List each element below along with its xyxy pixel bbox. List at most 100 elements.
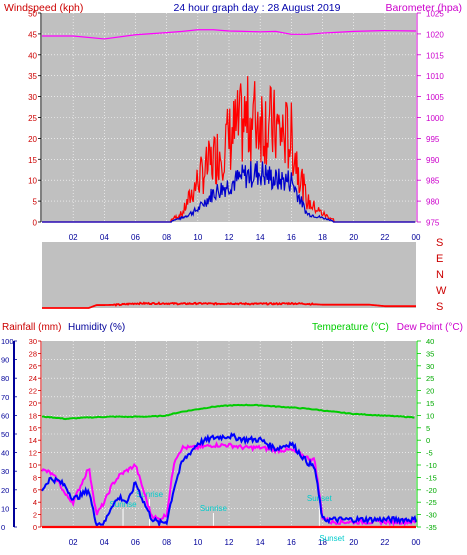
sun-annotation-label: Sunrise (109, 500, 137, 509)
humidity-tick-label: 50 (1, 430, 9, 439)
temperature-tick-label: -15 (426, 473, 437, 482)
temperature-tick-label: 0 (426, 436, 430, 445)
sun-annotation-label: Sunset (319, 534, 345, 543)
humidity-tick-label: 90 (1, 356, 9, 365)
temperature-tick-label: -10 (426, 461, 437, 470)
wind-hour-tick-label: 12 (225, 233, 234, 242)
direction-line (42, 301, 416, 309)
wind-right-tick-label: 1010 (426, 72, 444, 81)
sun-annotation-label: Sunrise (200, 504, 228, 513)
dewpoint-line (41, 440, 417, 527)
direction-label: E (436, 253, 443, 265)
chart-title: 24 hour graph day : 28 August 2019 (174, 2, 341, 14)
windspeed-axis-label: Windspeed (kph) (4, 2, 83, 14)
wind-left-tick-label: 0 (33, 219, 38, 228)
humidity-tick-label: 20 (1, 486, 9, 495)
direction-label: S (436, 237, 443, 249)
rain-hour-tick-label: 02 (69, 538, 78, 547)
temperature-tick-label: 40 (426, 337, 434, 346)
temperature-tick-label: 5 (426, 424, 430, 433)
rain-hour-tick-label: 16 (287, 538, 296, 547)
rainfall-tick-label: 2 (33, 511, 37, 520)
wind-hour-tick-label: 02 (69, 233, 78, 242)
wind-hour-tick-label: 08 (162, 233, 171, 242)
temperature-tick-label: -25 (426, 498, 437, 507)
wind-right-tick-label: 1005 (426, 93, 444, 102)
humidity-tick-label: 10 (1, 504, 9, 513)
rain-hour-tick-label: 08 (162, 538, 171, 547)
rainfall-tick-label: 12 (29, 449, 37, 458)
rain-hour-tick-label: 04 (100, 538, 109, 547)
wind-left-tick-label: 25 (28, 114, 37, 123)
wind-right-tick-label: 980 (426, 198, 440, 207)
wind-left-tick-label: 10 (28, 177, 37, 186)
humidity-tick-label: 30 (1, 467, 9, 476)
direction-label: N (436, 269, 444, 281)
dewpoint-axis-label: Dew Point (°C) (397, 322, 463, 333)
wind-hour-tick-label: 00 (412, 233, 421, 242)
temperature-tick-label: -35 (426, 523, 437, 532)
wind-right-tick-label: 1000 (426, 114, 444, 123)
rain-hour-tick-label: 20 (349, 538, 358, 547)
rainfall-tick-label: 0 (33, 523, 37, 532)
humidity-tick-label: 60 (1, 411, 9, 420)
rainfall-tick-label: 4 (33, 498, 37, 507)
wind-right-tick-label: 985 (426, 177, 440, 186)
wind-right-tick-label: 990 (426, 156, 440, 165)
rain-hour-tick-label: 22 (380, 538, 389, 547)
rainfall-tick-label: 6 (33, 486, 37, 495)
rainfall-tick-label: 8 (33, 473, 37, 482)
wind-right-tick-label: 995 (426, 135, 440, 144)
direction-label: S (436, 301, 443, 313)
rainfall-axis-label: Rainfall (mm) (2, 322, 61, 333)
temperature-tick-label: 20 (426, 387, 434, 396)
rainfall-tick-label: 30 (29, 337, 37, 346)
rain-hour-tick-label: 10 (193, 538, 202, 547)
temperature-tick-label: -5 (426, 449, 433, 458)
wind-left-tick-label: 5 (33, 198, 38, 207)
humidity-tick-label: 80 (1, 374, 9, 383)
wind-hour-tick-label: 14 (256, 233, 265, 242)
rainfall-tick-label: 26 (29, 362, 37, 371)
temperature-tick-label: -30 (426, 511, 437, 520)
humidity-tick-label: 70 (1, 393, 9, 402)
wind-hour-tick-label: 06 (131, 233, 140, 242)
rainfall-tick-label: 16 (29, 424, 37, 433)
rainfall-tick-label: 10 (29, 461, 37, 470)
rainfall-tick-label: 28 (29, 349, 37, 358)
wind-hour-tick-label: 22 (380, 233, 389, 242)
barometer-line (42, 29, 417, 40)
temperature-tick-label: 25 (426, 374, 434, 383)
humidity-axis-label: Humidity (%) (68, 322, 125, 333)
rainfall-tick-label: 20 (29, 399, 37, 408)
rain-hour-tick-label: 18 (318, 538, 327, 547)
direction-label: W (436, 285, 447, 297)
wind-right-tick-label: 975 (426, 219, 440, 228)
rain-hour-tick-label: 12 (225, 538, 234, 547)
wind-hour-tick-label: 10 (193, 233, 202, 242)
humidity-line (41, 432, 417, 529)
wind-left-tick-label: 15 (28, 156, 37, 165)
wind-left-tick-label: 20 (28, 135, 37, 144)
rain-hour-tick-label: 00 (412, 538, 421, 547)
wind-left-tick-label: 40 (28, 51, 37, 60)
wind-right-tick-label: 1015 (426, 51, 444, 60)
rain-hour-tick-label: 14 (256, 538, 265, 547)
wind-hour-tick-label: 04 (100, 233, 109, 242)
wind-left-tick-label: 45 (28, 30, 37, 39)
wind-left-tick-label: 35 (28, 72, 37, 81)
temperature-tick-label: 30 (426, 362, 434, 371)
humidity-tick-label: 0 (1, 523, 5, 532)
rainfall-tick-label: 14 (29, 436, 37, 445)
temperature-tick-label: 10 (426, 411, 434, 420)
rain-hour-tick-label: 06 (131, 538, 140, 547)
temperature-axis-label: Temperature (°C) (312, 322, 389, 333)
temperature-line (41, 403, 415, 421)
wind-hour-tick-label: 16 (287, 233, 296, 242)
rainfall-tick-label: 18 (29, 411, 37, 420)
temperature-tick-label: 35 (426, 349, 434, 358)
wind-right-tick-label: 1020 (426, 30, 444, 39)
wind-right-tick-label: 1025 (426, 10, 444, 19)
humidity-tick-label: 40 (1, 449, 9, 458)
